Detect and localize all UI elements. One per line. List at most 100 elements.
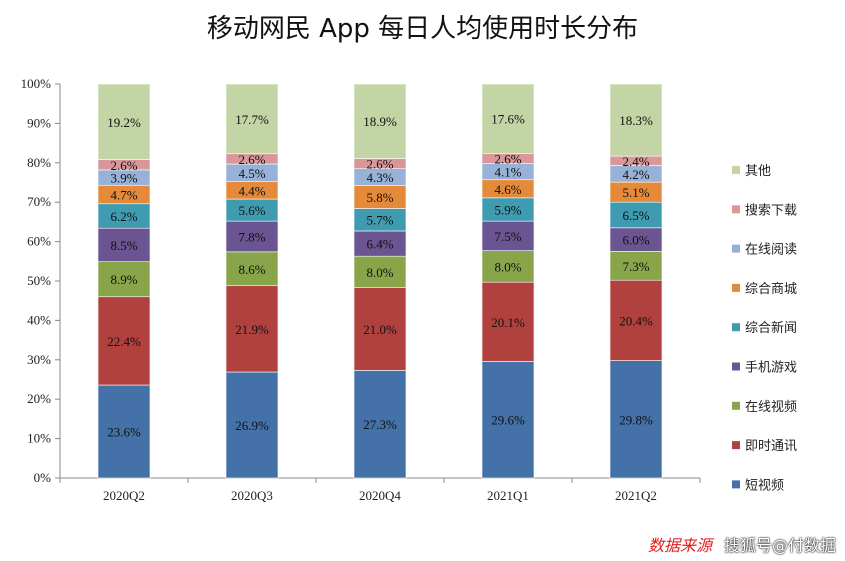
bar-segment — [225, 371, 279, 479]
bar-segment — [609, 201, 663, 229]
data-label: 18.9% — [363, 114, 397, 129]
data-label: 27.3% — [363, 417, 397, 432]
y-tick-label: 100% — [21, 76, 52, 91]
data-label: 22.4% — [107, 334, 141, 349]
data-label: 4.7% — [110, 188, 137, 203]
data-label: 7.8% — [238, 229, 265, 244]
legend-swatch — [732, 283, 740, 292]
data-label: 2.6% — [494, 151, 521, 166]
data-label: 4.1% — [494, 165, 521, 180]
data-label: 18.3% — [619, 113, 653, 128]
data-label: 4.4% — [238, 183, 265, 198]
data-label: 2.4% — [622, 154, 649, 169]
legend-swatch — [732, 362, 740, 371]
data-label: 7.3% — [622, 259, 649, 274]
legend-label: 短视频 — [745, 478, 784, 493]
x-tick-label: 2021Q1 — [487, 488, 529, 503]
data-label: 17.7% — [235, 112, 269, 127]
chart-title: 移动网民 App 每日人均使用时长分布 — [206, 14, 639, 44]
data-label: 6.0% — [622, 233, 649, 248]
y-tick-label: 0% — [34, 470, 52, 485]
data-label: 8.6% — [238, 262, 265, 277]
legend-swatch — [732, 166, 740, 174]
legend-swatch — [732, 244, 740, 253]
data-label: 2.6% — [110, 158, 137, 173]
x-tick-label: 2020Q4 — [359, 488, 401, 503]
data-label: 5.6% — [238, 203, 265, 218]
data-label: 6.2% — [110, 209, 137, 224]
bar-segment — [481, 281, 535, 362]
data-label: 26.9% — [235, 418, 269, 433]
bar-segment — [225, 285, 279, 373]
bar-segment — [353, 370, 407, 479]
data-label: 17.6% — [491, 112, 525, 127]
data-label: 8.5% — [110, 238, 137, 253]
bar-segment — [97, 83, 151, 160]
bar-segment — [609, 251, 663, 281]
data-label: 29.6% — [491, 413, 525, 428]
y-tick-label: 10% — [27, 431, 51, 446]
data-label: 2.6% — [366, 157, 393, 172]
watermark: 搜狐号@付数据 — [724, 536, 837, 555]
y-tick-label: 30% — [27, 352, 51, 367]
y-tick-label: 80% — [27, 155, 51, 170]
bar-segment — [481, 83, 535, 154]
legend-label: 即时通讯 — [745, 439, 797, 454]
data-label: 6.4% — [366, 237, 393, 252]
x-tick-label: 2021Q2 — [615, 488, 657, 503]
legend-swatch — [732, 205, 740, 214]
bar-segment — [225, 83, 279, 155]
y-tick-label: 20% — [27, 391, 51, 406]
legend-label: 搜索下载 — [745, 203, 797, 218]
data-label: 20.4% — [619, 313, 653, 328]
data-label: 8.9% — [110, 272, 137, 287]
data-label: 21.0% — [363, 322, 397, 337]
bar-segment — [353, 230, 407, 257]
data-label: 5.9% — [494, 202, 521, 217]
legend-swatch — [732, 441, 740, 450]
x-tick-label: 2020Q3 — [231, 488, 273, 503]
legend-swatch — [732, 480, 740, 489]
data-label: 2.6% — [238, 152, 265, 167]
data-label: 8.0% — [494, 259, 521, 274]
bar-segment — [481, 361, 535, 479]
data-label: 5.8% — [366, 190, 393, 205]
bar-segment — [97, 261, 151, 298]
source-note: 数据来源 — [648, 536, 713, 555]
data-label: 4.3% — [366, 170, 393, 185]
y-tick-label: 60% — [27, 234, 51, 249]
data-label: 4.5% — [238, 166, 265, 181]
legend-label: 在线视频 — [745, 400, 797, 415]
legend-label: 综合新闻 — [745, 320, 797, 336]
legend-label: 综合商城 — [745, 282, 797, 297]
bar-segment — [353, 287, 407, 371]
data-label: 5.1% — [622, 185, 649, 200]
data-label: 29.8% — [619, 412, 653, 427]
legend-swatch — [732, 401, 740, 410]
y-tick-label: 90% — [27, 115, 51, 130]
legend-label: 手机游戏 — [745, 361, 797, 376]
x-tick-label: 2020Q2 — [103, 488, 145, 503]
bar-segment — [609, 360, 663, 479]
data-label: 4.6% — [494, 182, 521, 197]
data-label: 5.7% — [366, 213, 393, 228]
bar-segment — [97, 203, 151, 229]
y-tick-label: 40% — [27, 312, 51, 327]
data-label: 20.1% — [491, 315, 525, 330]
y-tick-label: 50% — [27, 273, 51, 288]
y-tick-label: 70% — [27, 194, 51, 209]
data-label: 8.0% — [366, 265, 393, 280]
bar-segment — [97, 384, 151, 479]
bar-segment — [353, 83, 407, 159]
legend-swatch — [732, 323, 740, 332]
data-label: 4.2% — [622, 167, 649, 182]
data-label: 21.9% — [235, 322, 269, 337]
data-label: 6.5% — [622, 208, 649, 223]
bar-segment — [609, 83, 663, 157]
bar-segment — [609, 279, 663, 361]
data-label: 7.5% — [494, 229, 521, 244]
data-label: 19.2% — [107, 115, 141, 130]
data-label: 23.6% — [107, 425, 141, 440]
bar-segment — [481, 220, 535, 251]
